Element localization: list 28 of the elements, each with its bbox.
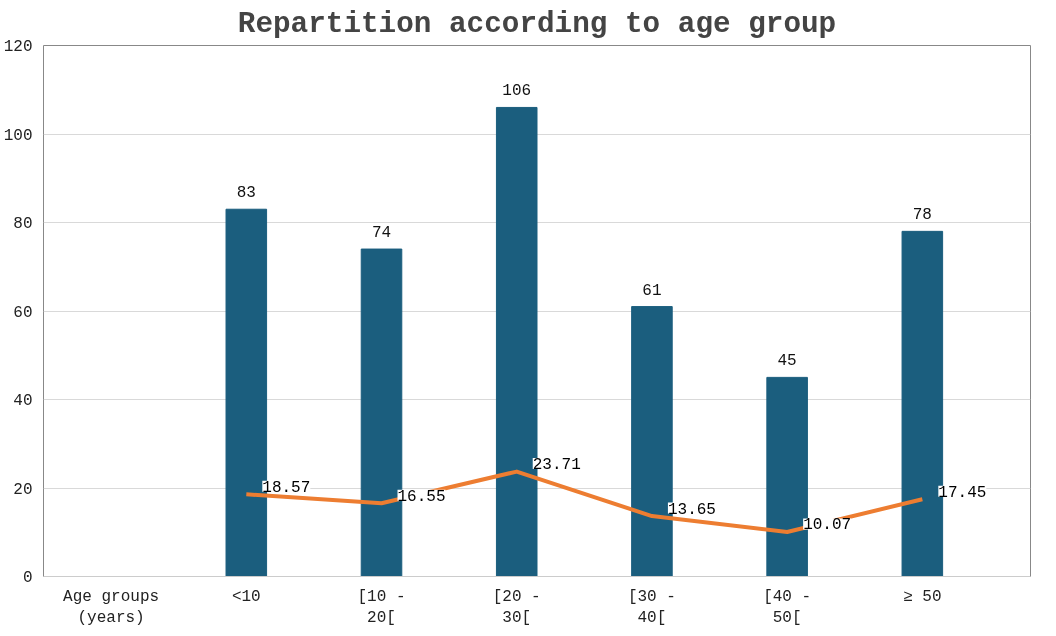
data-label: 106 bbox=[502, 82, 532, 101]
data-label: 16.55 bbox=[397, 487, 446, 506]
chart-title: Repartition according to age group bbox=[237, 7, 837, 41]
data-label: 18.57 bbox=[262, 478, 311, 497]
y-tick-label: 120 bbox=[3, 38, 33, 56]
y-tick-label: 60 bbox=[13, 303, 33, 322]
x-tick-label: <10 bbox=[231, 587, 261, 606]
y-tick-label: 0 bbox=[22, 569, 33, 587]
data-label: 45 bbox=[777, 352, 797, 371]
data-label: 10.07 bbox=[803, 516, 852, 535]
data-label: 61 bbox=[642, 281, 662, 300]
x-tick-label: [10 - 20[ bbox=[357, 587, 406, 628]
y-tick-label: 80 bbox=[13, 215, 33, 233]
line-series bbox=[244, 469, 925, 534]
y-tick-label: 40 bbox=[13, 392, 33, 410]
y-tick-label: 20 bbox=[13, 480, 33, 499]
x-tick-label: ≥ 50 bbox=[903, 587, 942, 606]
data-label: 83 bbox=[236, 184, 256, 203]
data-label: 23.71 bbox=[532, 456, 581, 475]
x-tick-label: [30 - 40[ bbox=[627, 587, 676, 628]
y-tick-label: 100 bbox=[3, 126, 33, 145]
data-label: 78 bbox=[912, 206, 932, 225]
x-tick-label: [20 - 30[ bbox=[492, 587, 541, 628]
x-tick-label: [40 - 50[ bbox=[763, 587, 812, 628]
data-label: 13.65 bbox=[667, 500, 716, 519]
data-label: 17.45 bbox=[938, 483, 987, 502]
x-tick-label: Age groups (years) bbox=[63, 587, 160, 628]
data-label: 74 bbox=[371, 224, 392, 243]
